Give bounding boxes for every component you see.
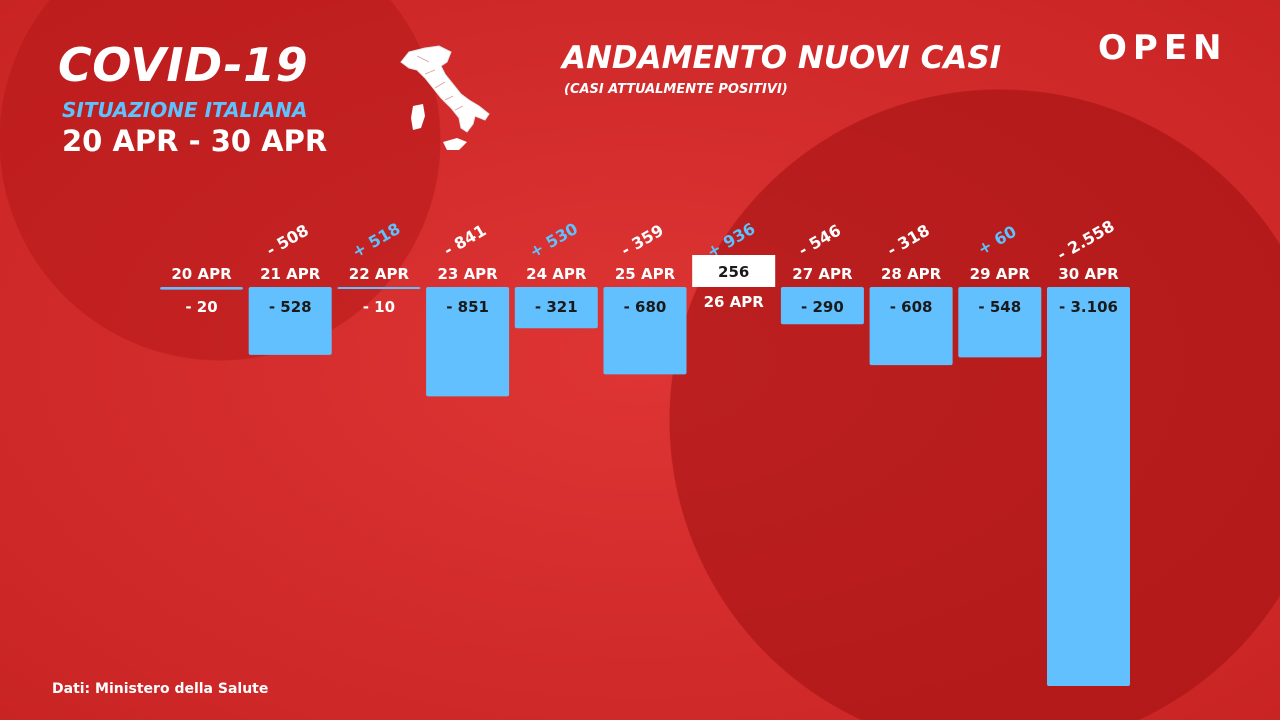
delta-label-23-apr: - 841 [440, 221, 489, 260]
category-label-21-apr: 21 APR [260, 265, 321, 283]
value-label-28-apr: - 608 [890, 298, 933, 316]
category-label-24-apr: 24 APR [526, 265, 587, 283]
bar-29-apr [958, 287, 1042, 358]
value-label-20-apr: - 20 [185, 298, 217, 316]
date-range: 20 APR - 30 APR [62, 124, 328, 158]
data-source: Dati: Ministero della Salute [52, 681, 269, 697]
category-label-27-apr: 27 APR [792, 265, 853, 283]
chart-title: ANDAMENTO NUOVI CASI [562, 40, 1002, 76]
bar-25-apr [603, 287, 687, 375]
category-label-26-apr: 26 APR [704, 293, 765, 311]
category-label-23-apr: 23 APR [437, 265, 498, 283]
delta-label-30-apr: - 2.558 [1054, 216, 1118, 264]
category-label-30-apr: 30 APR [1058, 265, 1119, 283]
value-label-22-apr: - 10 [363, 298, 395, 316]
category-label-20-apr: 20 APR [171, 265, 232, 283]
chart-subtitle: (CASI ATTUALMENTE POSITIVI) [564, 82, 788, 97]
bar-26-apr [692, 255, 776, 287]
value-label-30-apr: - 3.106 [1059, 298, 1118, 316]
bar-24-apr [514, 287, 598, 329]
bar-30-apr [1047, 287, 1130, 686]
page-title: COVID-19 [58, 38, 309, 92]
delta-label-24-apr: + 530 [526, 219, 581, 262]
value-label-24-apr: - 321 [535, 298, 578, 316]
category-label-29-apr: 29 APR [970, 265, 1031, 283]
bar-20-apr [160, 287, 243, 290]
category-label-28-apr: 28 APR [881, 265, 942, 283]
page-subtitle: SITUAZIONE ITALIANA [62, 98, 308, 122]
delta-label-22-apr: + 518 [349, 219, 404, 262]
bar-28-apr [869, 287, 953, 366]
value-label-25-apr: - 680 [624, 298, 667, 316]
delta-label-21-apr: - 508 [263, 221, 312, 260]
value-label-23-apr: - 851 [446, 298, 489, 316]
category-label-25-apr: 25 APR [615, 265, 676, 283]
bar-23-apr [426, 287, 510, 397]
delta-label-28-apr: - 318 [884, 221, 933, 260]
bar-27-apr [780, 287, 864, 325]
value-label-29-apr: - 548 [978, 298, 1021, 316]
delta-label-29-apr: + 60 [974, 222, 1019, 259]
bar-22-apr [337, 287, 421, 289]
value-label-27-apr: - 290 [801, 298, 844, 316]
value-label-21-apr: - 528 [269, 298, 312, 316]
delta-label-25-apr: - 359 [618, 221, 667, 260]
value-label-26-apr: 256 [718, 263, 749, 281]
delta-label-27-apr: - 546 [795, 221, 844, 260]
brand-logo: OPEN [1098, 28, 1228, 68]
category-label-22-apr: 22 APR [349, 265, 410, 283]
italy-map-icon [400, 45, 490, 150]
bar-21-apr [248, 287, 332, 355]
